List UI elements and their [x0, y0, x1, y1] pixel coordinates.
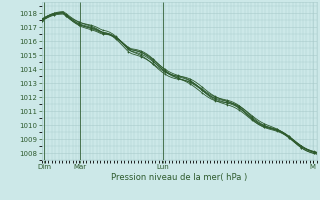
X-axis label: Pression niveau de la mer( hPa ): Pression niveau de la mer( hPa ): [111, 173, 247, 182]
